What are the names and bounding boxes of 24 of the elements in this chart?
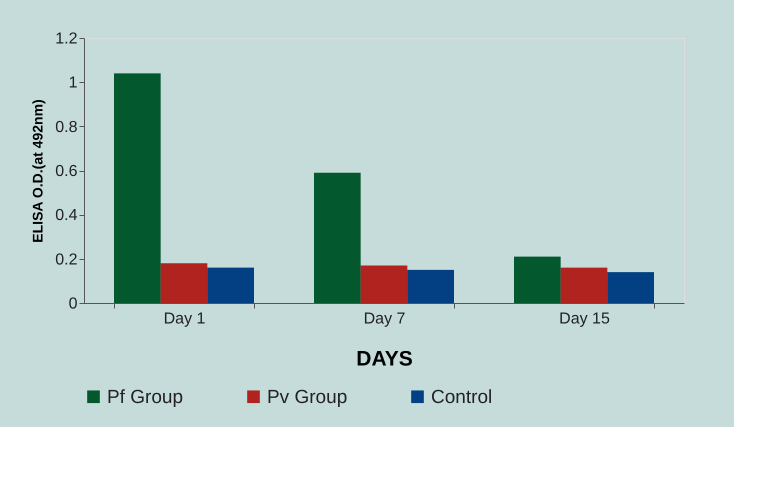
y-tick-label: 1 (68, 74, 78, 92)
x-tick-label: Day 1 (164, 310, 206, 328)
bar (407, 270, 454, 303)
legend-label: Control (431, 386, 492, 408)
bar (314, 172, 361, 303)
x-tick-label: Day 15 (559, 310, 610, 328)
bar (514, 256, 561, 303)
y-tick-label: 0.2 (55, 251, 78, 268)
x-axis-title: DAYS (356, 348, 413, 370)
y-tick-label: 1.2 (55, 30, 78, 48)
legend-label: Pf Group (107, 386, 184, 408)
legend-label: Pv Group (267, 386, 348, 408)
x-tick-label: Day 7 (364, 310, 406, 328)
y-tick-label: 0.4 (55, 207, 78, 224)
bar (560, 268, 608, 303)
bar (160, 263, 208, 303)
y-tick-label: 0 (68, 296, 78, 312)
bar (207, 268, 254, 303)
bar (114, 73, 161, 303)
y-axis-title: ELISA O.D.(at 492nm) (29, 99, 46, 243)
y-tick-label: 0.8 (55, 118, 78, 136)
bar (360, 265, 408, 303)
bar (607, 272, 654, 303)
y-tick-label: 0.6 (55, 163, 78, 180)
